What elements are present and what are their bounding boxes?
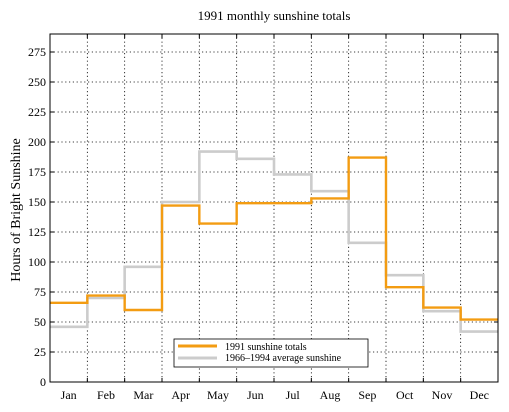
x-tick-label: Dec (470, 388, 489, 402)
x-tick-label: Oct (396, 388, 414, 402)
y-tick-label: 175 (28, 165, 46, 179)
x-tick-label: Mar (133, 388, 153, 402)
y-tick-label: 225 (28, 105, 46, 119)
y-tick-label: 275 (28, 45, 46, 59)
series-line-1991 (50, 156, 498, 321)
plot-frame (49, 33, 499, 383)
x-tick-label: Apr (171, 388, 190, 402)
y-tick-label: 50 (34, 315, 46, 329)
x-tick-label: Jan (61, 388, 77, 402)
legend-box (173, 338, 369, 368)
chart-title: 1991 monthly sunshine totals (198, 8, 351, 23)
series-line-average (50, 150, 498, 333)
y-tick-label: 200 (28, 135, 46, 149)
x-tick-label: Sep (358, 388, 376, 402)
grid-lines (50, 34, 498, 382)
x-tick-label: Feb (97, 388, 115, 402)
y-tick-label: 0 (40, 375, 46, 389)
y-tick-label: 125 (28, 225, 46, 239)
y-tick-label: 25 (34, 345, 46, 359)
y-tick-label: 250 (28, 75, 46, 89)
axis-ticks: 0 25 50 75 100 125 150 175 200 225 250 275 Jan Feb Mar… (28, 34, 498, 402)
x-tick-label: Jun (247, 388, 264, 402)
x-tick-label: Aug (320, 388, 341, 402)
legend: 1991 sunshine totals 1966–1994 average s… (173, 338, 369, 368)
x-tick-label: May (207, 388, 229, 402)
y-tick-label: 75 (34, 285, 46, 299)
series-lines (50, 150, 498, 333)
y-axis-label: Hours of Bright Sunshine (9, 138, 24, 282)
legend-label-1991: 1991 sunshine totals (225, 342, 307, 353)
y-tick-label: 100 (28, 255, 46, 269)
legend-label-average: 1966–1994 average sunshine (225, 353, 342, 364)
x-tick-label: Nov (432, 388, 453, 402)
y-tick-label: 150 (28, 195, 46, 209)
x-tick-label: Jul (286, 388, 301, 402)
